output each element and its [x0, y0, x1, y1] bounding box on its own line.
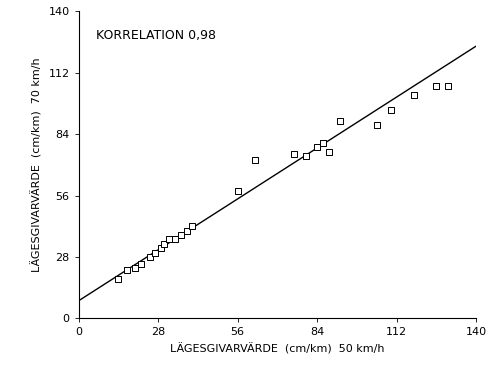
Point [160, 241, 168, 247]
Y-axis label: LÄGESGIVARVÄRDE  (cm/km)  70 km/h: LÄGESGIVARVÄRDE (cm/km) 70 km/h [31, 58, 43, 272]
Point [291, 151, 299, 157]
Point [251, 157, 259, 163]
Point [132, 265, 139, 271]
Point [151, 249, 159, 255]
Point [137, 260, 145, 266]
Point [410, 92, 418, 98]
Point [325, 149, 332, 155]
Point [336, 118, 344, 124]
Point [183, 228, 191, 234]
Point [387, 107, 395, 113]
Point [123, 267, 131, 273]
Point [319, 140, 327, 146]
Point [146, 254, 154, 260]
Point [302, 153, 310, 159]
Point [373, 122, 381, 128]
Point [157, 245, 165, 251]
Point [234, 188, 242, 194]
Point [165, 236, 173, 243]
Point [114, 276, 122, 282]
Point [444, 83, 452, 89]
Point [313, 144, 321, 150]
Point [188, 223, 196, 229]
X-axis label: LÄGESGIVARVÄRDE  (cm/km)  50 km/h: LÄGESGIVARVÄRDE (cm/km) 50 km/h [170, 343, 384, 354]
Point [433, 83, 440, 89]
Point [171, 236, 179, 243]
Text: KORRELATION 0,98: KORRELATION 0,98 [96, 29, 216, 42]
Point [177, 232, 185, 238]
